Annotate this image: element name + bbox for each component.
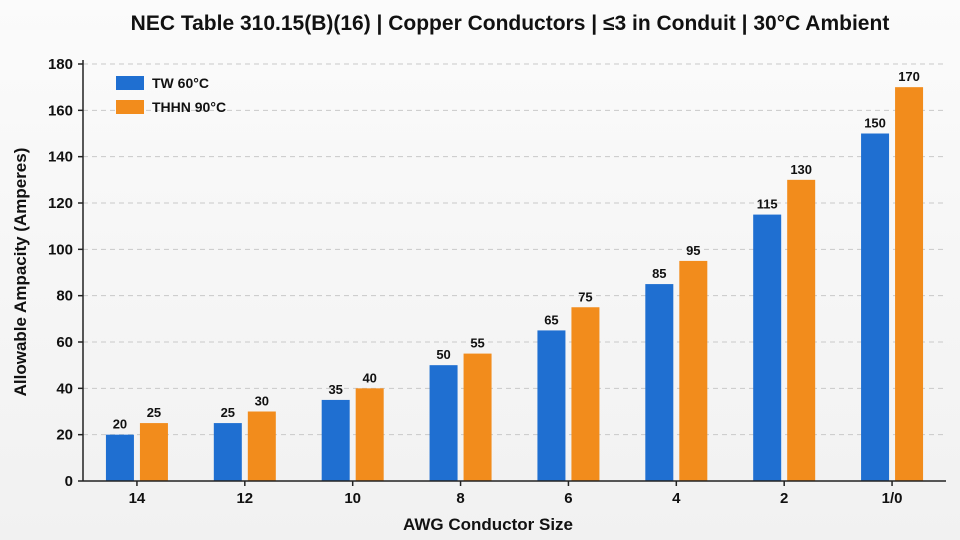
data-label: 40: [362, 370, 376, 385]
y-tick-label: 40: [56, 380, 73, 397]
bar: [213, 423, 242, 481]
y-tick-label: 0: [65, 473, 73, 490]
y-tick-label: 140: [48, 149, 73, 166]
x-tick-label: 14: [129, 490, 146, 507]
bar: [679, 260, 708, 481]
bar: [355, 388, 384, 481]
chart-title: NEC Table 310.15(B)(16) | Copper Conduct…: [131, 12, 890, 35]
x-tick-label: 4: [672, 490, 681, 507]
y-tick-label: 80: [56, 288, 73, 305]
x-axis-label: AWG Conductor Size: [403, 515, 573, 534]
bar: [537, 330, 566, 481]
axes: [78, 60, 946, 486]
x-tick-label: 1/0: [882, 490, 903, 507]
data-label: 35: [328, 382, 342, 397]
legend-label: TW 60°C: [152, 75, 209, 91]
x-tick-labels: 14 12 10 8 6 4 2 1/0: [129, 490, 903, 507]
bar: [753, 214, 782, 482]
bar: [429, 365, 458, 481]
x-tick-label: 8: [456, 490, 464, 507]
bar: [105, 434, 134, 481]
bar: [645, 284, 674, 481]
legend-swatch: [116, 100, 144, 114]
x-tick-label: 10: [344, 490, 361, 507]
x-tick-label: 2: [780, 490, 788, 507]
x-tick-label: 6: [564, 490, 572, 507]
bar: [321, 399, 350, 481]
data-label: 65: [544, 312, 558, 327]
y-tick-label: 60: [56, 334, 73, 351]
data-label: 95: [686, 243, 700, 258]
y-tick-label: 120: [48, 195, 73, 212]
bars: [105, 87, 924, 482]
data-label: 20: [113, 417, 127, 432]
data-label: 115: [757, 197, 778, 212]
data-label: 55: [470, 336, 484, 351]
data-label: 50: [436, 347, 450, 362]
y-tick-label: 20: [56, 427, 73, 444]
legend-label: THHN 90°C: [152, 99, 226, 115]
bar: [895, 87, 924, 482]
bar: [861, 133, 890, 481]
y-tick-label: 100: [48, 241, 73, 258]
bar: [571, 307, 600, 481]
data-label: 25: [147, 405, 161, 420]
data-label: 30: [255, 394, 269, 409]
bar: [463, 353, 492, 481]
y-tick-label: 180: [48, 56, 73, 73]
gridlines: [83, 63, 946, 436]
data-label: 75: [578, 289, 592, 304]
data-labels: 20 25 25 30 35 40 50 55 65 75 85 95 115 130 150 170: [113, 69, 920, 432]
bar: [247, 411, 276, 481]
legend-swatch: [116, 76, 144, 90]
x-tick-label: 12: [236, 490, 253, 507]
bar: [139, 423, 168, 481]
data-label: 170: [898, 69, 920, 84]
y-axis-label: Allowable Ampacity (Amperes): [11, 148, 30, 397]
data-label: 150: [864, 116, 886, 131]
data-label: 25: [221, 405, 235, 420]
bar: [787, 179, 816, 482]
data-label: 130: [790, 162, 812, 177]
y-tick-labels: 0 20 40 60 80 100 120 140 160 180: [48, 56, 73, 490]
y-tick-label: 160: [48, 102, 73, 119]
data-label: 85: [652, 266, 666, 281]
legend: TW 60°C THHN 90°C: [116, 75, 226, 115]
